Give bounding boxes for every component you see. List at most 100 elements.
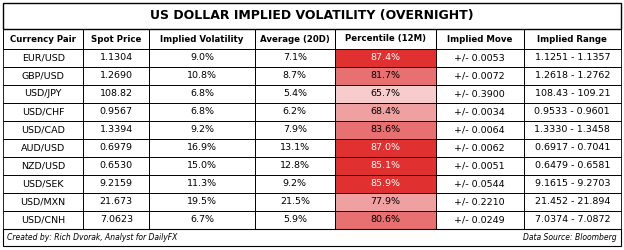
Bar [436,175,524,193]
Bar [436,49,524,67]
Bar [255,157,335,175]
Bar [436,67,524,85]
Bar [83,211,149,229]
Text: 0.6979: 0.6979 [100,144,133,152]
Bar [436,67,524,85]
Text: 1.3330 - 1.3458: 1.3330 - 1.3458 [534,126,610,134]
Text: 12.8%: 12.8% [280,162,310,170]
Bar [83,67,149,85]
Bar [83,29,149,49]
Bar [255,103,335,121]
Bar [524,139,621,157]
Bar [524,29,621,49]
Bar [3,85,83,103]
Text: 0.6479 - 0.6581: 0.6479 - 0.6581 [535,162,610,170]
Text: 1.1251 - 1.1357: 1.1251 - 1.1357 [535,54,610,62]
Bar [436,211,524,229]
Bar [149,67,255,85]
Bar [149,29,255,49]
Bar [436,157,524,175]
Text: 11.3%: 11.3% [187,180,217,188]
Text: Implied Volatility: Implied Volatility [160,34,244,43]
Bar [149,193,255,211]
Bar [524,103,621,121]
Bar [524,49,621,67]
Bar [335,49,436,67]
Text: 0.6917 - 0.7041: 0.6917 - 0.7041 [535,144,610,152]
Bar [436,29,524,49]
Text: 108.43 - 109.21: 108.43 - 109.21 [535,90,610,98]
Bar [524,211,621,229]
Text: 9.1615 - 9.2703: 9.1615 - 9.2703 [535,180,610,188]
Text: Implied Move: Implied Move [447,34,512,43]
Text: +/- 0.0053: +/- 0.0053 [454,54,505,62]
Bar [3,211,83,229]
Bar [255,67,335,85]
Text: EUR/USD: EUR/USD [22,54,65,62]
Bar [436,85,524,103]
Text: 108.82: 108.82 [100,90,133,98]
Text: US DOLLAR IMPLIED VOLATILITY (OVERNIGHT): US DOLLAR IMPLIED VOLATILITY (OVERNIGHT) [150,10,474,22]
Bar [335,121,436,139]
Bar [149,175,255,193]
Text: 10.8%: 10.8% [187,72,217,80]
Text: 5.9%: 5.9% [283,216,307,224]
Text: +/- 0.0544: +/- 0.0544 [454,180,505,188]
Bar [3,193,83,211]
Bar [524,103,621,121]
Bar [83,157,149,175]
Text: 9.0%: 9.0% [190,54,214,62]
Bar [83,103,149,121]
Text: 5.4%: 5.4% [283,90,307,98]
Bar [436,139,524,157]
Bar [83,121,149,139]
Text: 81.7%: 81.7% [370,72,400,80]
Bar [335,193,436,211]
Bar [255,139,335,157]
Text: GBP/USD: GBP/USD [22,72,64,80]
Bar [335,121,436,139]
Text: +/- 0.0249: +/- 0.0249 [454,216,505,224]
Bar [335,193,436,211]
Bar [524,121,621,139]
Bar [83,211,149,229]
Bar [149,211,255,229]
Bar [524,29,621,49]
Bar [524,157,621,175]
Bar [3,67,83,85]
Bar [335,29,436,49]
Text: USD/CAD: USD/CAD [21,126,65,134]
Bar [149,211,255,229]
Bar [436,121,524,139]
Bar [149,103,255,121]
Text: 1.1304: 1.1304 [100,54,133,62]
Bar [83,103,149,121]
Text: 1.2618 - 1.2762: 1.2618 - 1.2762 [535,72,610,80]
Text: Implied Range: Implied Range [537,34,607,43]
Text: 6.7%: 6.7% [190,216,214,224]
Bar [3,85,83,103]
Bar [149,121,255,139]
Bar [149,103,255,121]
Bar [335,67,436,85]
Bar [83,29,149,49]
Bar [3,139,83,157]
Bar [524,175,621,193]
Text: 65.7%: 65.7% [370,90,400,98]
Bar [3,67,83,85]
Text: 87.0%: 87.0% [370,144,400,152]
Bar [524,85,621,103]
Bar [436,193,524,211]
Text: 83.6%: 83.6% [370,126,400,134]
Text: 0.6530: 0.6530 [100,162,133,170]
Text: 21.452 - 21.894: 21.452 - 21.894 [535,198,610,206]
Bar [255,103,335,121]
Text: 85.9%: 85.9% [370,180,400,188]
Bar [436,193,524,211]
Text: USD/MXN: USD/MXN [21,198,66,206]
Text: 0.9533 - 0.9601: 0.9533 - 0.9601 [535,108,610,116]
Bar [255,49,335,67]
Bar [436,103,524,121]
Bar [83,67,149,85]
Text: Percentile (12M): Percentile (12M) [344,34,426,43]
